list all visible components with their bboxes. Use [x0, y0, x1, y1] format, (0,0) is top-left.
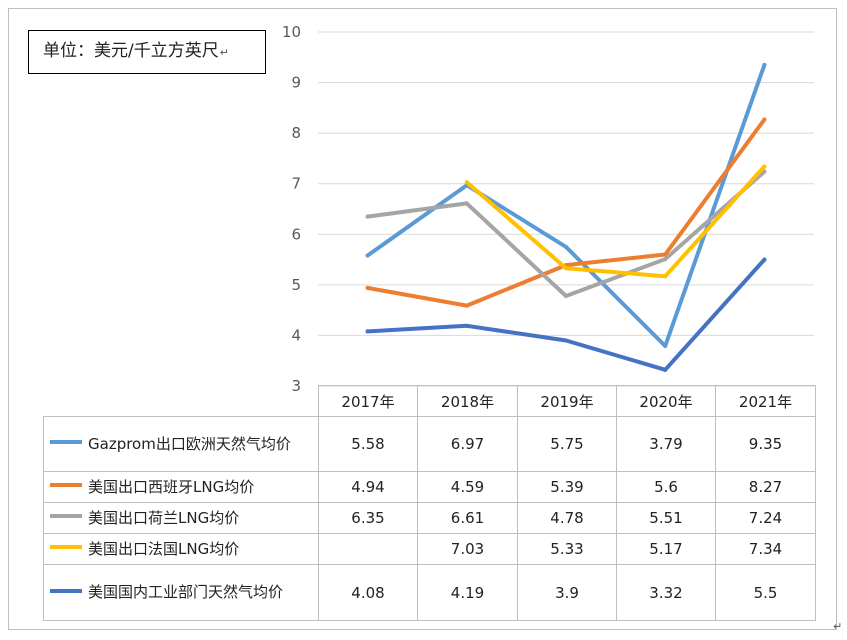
- series-line: [365, 117, 767, 308]
- data-point: [365, 253, 370, 258]
- data-cell: 7.34: [715, 533, 816, 565]
- unit-label: 单位：美元/千立方英尺: [43, 41, 219, 61]
- data-point: [365, 285, 370, 290]
- series-label-cell: 美国出口西班牙LNG均价: [43, 471, 319, 503]
- data-point: [762, 164, 767, 169]
- category-label: 2021年: [715, 385, 816, 417]
- series-path: [365, 62, 767, 348]
- data-cell: 4.94: [318, 471, 418, 503]
- series-label-cell: 美国出口法国LNG均价: [43, 533, 319, 565]
- data-cell: 4.08: [318, 564, 418, 621]
- data-cell: 9.35: [715, 416, 816, 472]
- data-cell: 6.97: [417, 416, 518, 472]
- data-point: [762, 257, 767, 262]
- table-header-row: 2017年 2018年 2019年 2020年 2021年: [43, 385, 816, 417]
- gridlines: [318, 31, 814, 387]
- data-point: [564, 266, 568, 271]
- data-point: [564, 338, 568, 343]
- data-cell: 8.27: [715, 471, 816, 503]
- table-row: Gazprom出口欧洲天然气均价 5.58 6.97 5.75 3.79 9.35: [43, 416, 816, 472]
- data-cell: 4.59: [417, 471, 518, 503]
- series-path: [464, 164, 767, 279]
- y-tick-label: 5: [291, 276, 301, 294]
- legend-key-icon: [50, 440, 82, 444]
- legend-key-icon: [50, 545, 82, 549]
- y-tick-label: 9: [291, 74, 301, 92]
- data-point: [663, 257, 668, 262]
- data-cell: 5.75: [517, 416, 617, 472]
- data-table: 2017年 2018年 2019年 2020年 2021年 Gazprom出口欧…: [43, 385, 816, 621]
- data-cell: 5.33: [517, 533, 617, 565]
- data-point: [663, 274, 668, 279]
- data-point: [663, 367, 668, 372]
- series-name: 美国出口法国LNG均价: [88, 539, 240, 558]
- data-cell: 5.51: [616, 502, 716, 534]
- data-cell: 5.6: [616, 471, 716, 503]
- data-cell: 3.9: [517, 564, 617, 621]
- series-path: [365, 257, 767, 372]
- data-cell: 7.24: [715, 502, 816, 534]
- category-label: 2017年: [318, 385, 418, 417]
- data-point: [762, 62, 767, 67]
- data-point: [365, 329, 370, 334]
- table-row: 美国国内工业部门天然气均价 4.08 4.19 3.9 3.32 5.5: [43, 564, 816, 621]
- data-cell: 5.5: [715, 564, 816, 621]
- series-label-cell: 美国出口荷兰LNG均价: [43, 502, 319, 534]
- y-tick-label: 8: [291, 124, 301, 142]
- y-tick-label: 6: [291, 225, 301, 243]
- data-point: [564, 244, 568, 249]
- paragraph-mark-icon: ↵: [219, 46, 229, 59]
- y-tick-label: 4: [291, 326, 301, 344]
- y-tick-label: 10: [282, 23, 301, 41]
- series-line: [365, 62, 767, 349]
- legend-key-icon: [50, 483, 82, 487]
- data-point: [464, 180, 469, 185]
- series-line: [365, 169, 767, 298]
- paragraph-mark-icon: ↵: [833, 620, 843, 633]
- category-label: 2019年: [517, 385, 617, 417]
- series-name: 美国国内工业部门天然气均价: [88, 583, 284, 601]
- data-cell: 7.03: [417, 533, 518, 565]
- data-cell: [318, 533, 418, 565]
- legend-key-icon: [50, 514, 82, 518]
- data-point: [663, 344, 668, 349]
- data-cell: 3.79: [616, 416, 716, 472]
- data-cell: 6.35: [318, 502, 418, 534]
- data-point: [464, 303, 469, 308]
- y-tick-label: 7: [291, 175, 301, 193]
- data-cell: 4.78: [517, 502, 617, 534]
- data-cell: 3.32: [616, 564, 716, 621]
- data-cell: 4.19: [417, 564, 518, 621]
- data-cell: 5.17: [616, 533, 716, 565]
- category-label: 2020年: [616, 385, 716, 417]
- table-row: 美国出口法国LNG均价 7.03 5.33 5.17 7.34: [43, 533, 816, 565]
- chart-frame: [8, 8, 837, 630]
- data-point: [365, 214, 370, 219]
- series-name: 美国出口荷兰LNG均价: [88, 508, 240, 527]
- series-label-cell: 美国国内工业部门天然气均价: [43, 564, 319, 621]
- data-cell: 6.61: [417, 502, 518, 534]
- table-row: 美国出口西班牙LNG均价 4.94 4.59 5.39 5.6 8.27: [43, 471, 816, 503]
- category-label: 2018年: [417, 385, 518, 417]
- data-point: [564, 293, 568, 298]
- series-label-cell: Gazprom出口欧洲天然气均价: [43, 416, 319, 472]
- series-lines: [365, 62, 767, 372]
- data-point: [464, 201, 469, 206]
- data-point: [464, 323, 469, 328]
- unit-label-box: 单位：美元/千立方英尺↵: [28, 30, 266, 74]
- legend-key-icon: [50, 588, 82, 593]
- table-corner: [43, 385, 319, 417]
- data-cell: 5.39: [517, 471, 617, 503]
- series-line: [464, 164, 767, 279]
- data-point: [762, 117, 767, 122]
- series-name: Gazprom出口欧洲天然气均价: [88, 434, 291, 453]
- data-point: [663, 252, 668, 257]
- series-line: [365, 257, 767, 372]
- table-row: 美国出口荷兰LNG均价 6.35 6.61 4.78 5.51 7.24: [43, 502, 816, 534]
- series-name: 美国出口西班牙LNG均价: [88, 477, 255, 496]
- data-cell: 5.58: [318, 416, 418, 472]
